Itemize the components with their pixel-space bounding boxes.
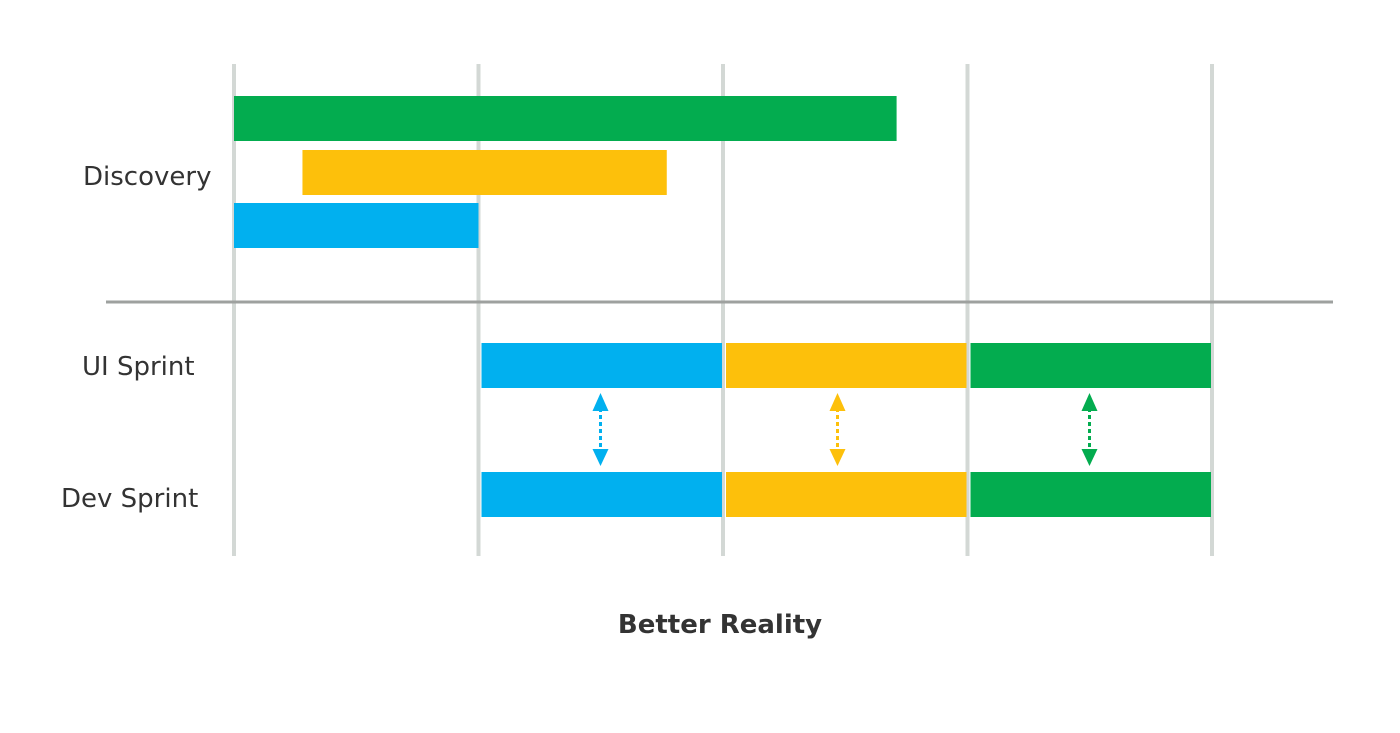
timeline-gridlines [232,64,1214,556]
dev-sprint-bar-yellow [726,472,967,517]
row-label-discovery: Discovery [83,162,212,192]
dev-sprint-bar-green [970,472,1211,517]
discovery-bar-green [234,96,897,141]
sync-arrows [592,393,1098,466]
row-label-dev-sprint: Dev Sprint [61,484,199,514]
sync-arrow-green [1081,393,1098,466]
ui-sprint-bar-yellow [726,343,967,388]
ui-sprint-bar-green [970,343,1211,388]
dev-sprint-bar-blue [481,472,722,517]
timeline-bars [234,96,1211,517]
sync-arrow-yellow [829,393,846,466]
diagram-caption: Better Reality [617,610,823,640]
discovery-bar-yellow [302,150,667,195]
discovery-bar-blue [234,203,479,248]
ui-sprint-bar-blue [481,343,722,388]
row-label-ui-sprint: UI Sprint [82,352,195,382]
sync-arrow-blue [592,393,609,466]
